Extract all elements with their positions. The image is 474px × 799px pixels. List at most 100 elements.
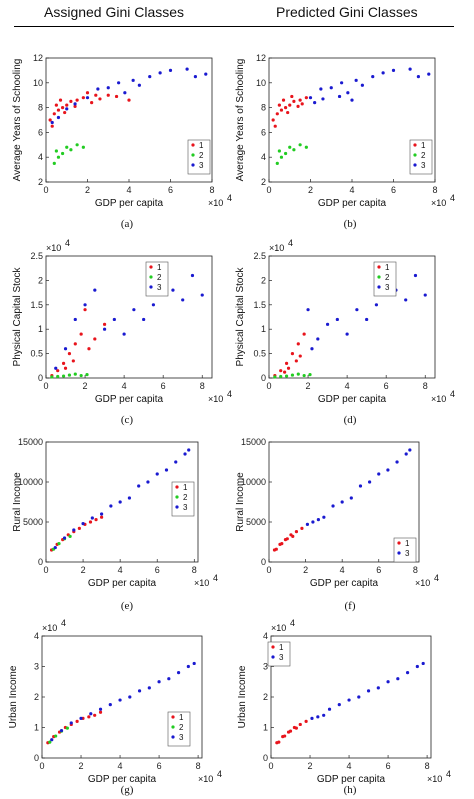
plot-b-point-class-2 bbox=[275, 161, 279, 165]
plot-e-legend-label-2: 2 bbox=[183, 493, 188, 502]
plot-d-point-class-3 bbox=[355, 308, 359, 312]
plot-a-point-class-1 bbox=[85, 91, 90, 95]
plot-e-xtick-label: 0 bbox=[43, 565, 48, 575]
plot-f-x-exponent-power: 4 bbox=[434, 573, 439, 583]
plot-d-point-class-3 bbox=[345, 332, 349, 336]
plot-a-point-class-1 bbox=[52, 112, 56, 116]
plot-d-point-class-1 bbox=[286, 366, 291, 370]
plot-c-point-class-2 bbox=[85, 372, 89, 377]
plot-f-point-class-3 bbox=[368, 480, 372, 484]
plot-f-legend-label-1: 1 bbox=[405, 539, 410, 548]
plot-h-ytick-label: 4 bbox=[263, 631, 268, 641]
plot-d-ytick-label: 1.5 bbox=[253, 300, 266, 310]
plot-g-point-class-3 bbox=[176, 671, 181, 675]
plot-a-legend-marker-1 bbox=[191, 143, 195, 147]
plot-a-xlabel: GDP per capita bbox=[95, 198, 164, 209]
plot-d-ytick-label: 2.5 bbox=[253, 251, 266, 261]
plot-g-point-class-3 bbox=[192, 661, 196, 666]
plot-a-point-class-1 bbox=[54, 103, 58, 107]
plot-c-point-class-2 bbox=[73, 372, 77, 376]
plot-f-point-class-1 bbox=[280, 542, 284, 546]
plot-g-xtick-label: 6 bbox=[157, 761, 162, 771]
plot-d-point-class-2 bbox=[296, 372, 300, 376]
plot-a-point-class-1 bbox=[106, 93, 110, 97]
plot-b-point-class-3 bbox=[340, 81, 344, 85]
plot-b-point-class-2 bbox=[279, 155, 284, 159]
plot-h-xtick-label: 8 bbox=[425, 761, 430, 771]
plot-e-xtick-label: 8 bbox=[192, 565, 197, 575]
plot-d-ylabel: Physical Capital Stock bbox=[235, 267, 246, 367]
plot-e-point-class-3 bbox=[183, 452, 187, 456]
plot-d-point-class-3 bbox=[365, 317, 369, 322]
plot-e-point-class-2 bbox=[68, 534, 72, 539]
plot-d-point-class-3 bbox=[404, 298, 408, 302]
plot-a-ytick-label: 8 bbox=[38, 103, 43, 113]
plot-a-point-class-3 bbox=[56, 115, 61, 120]
plot-b-point-class-1 bbox=[298, 98, 302, 102]
plot-a-point-class-1 bbox=[56, 108, 61, 112]
plot-f-ytick-label: 10000 bbox=[241, 477, 266, 487]
plot-d-point-class-2 bbox=[279, 374, 283, 379]
plot-d-point-class-1 bbox=[298, 354, 302, 358]
plot-g-y-exponent-power: 4 bbox=[61, 618, 66, 628]
plot-b-point-class-1 bbox=[271, 118, 275, 122]
plot-h-point-class-3 bbox=[386, 680, 390, 684]
plot-b-point-class-3 bbox=[313, 101, 317, 105]
plot-h-point-class-1 bbox=[294, 726, 298, 730]
plot-c-ytick-label: 0.5 bbox=[30, 349, 43, 359]
plot-h-xtick-label: 2 bbox=[308, 761, 313, 771]
plot-g-ytick-label: 1 bbox=[34, 723, 39, 733]
plot-b-point-class-3 bbox=[354, 78, 358, 82]
plot-a-point-class-2 bbox=[75, 143, 79, 147]
plot-d-xtick-label: 4 bbox=[345, 381, 350, 391]
plot-a-point-class-3 bbox=[148, 75, 152, 79]
plot-b-point-class-3 bbox=[350, 98, 354, 102]
plot-f-legend-marker-3 bbox=[397, 551, 401, 555]
plot-e-xtick-label: 6 bbox=[155, 565, 160, 575]
plot-d-y-exponent: ×10 bbox=[269, 243, 284, 253]
plot-a-point-class-3 bbox=[73, 102, 77, 106]
plot-g-point-class-2 bbox=[65, 726, 69, 730]
plot-b-point-class-3 bbox=[391, 68, 396, 72]
plot-c-ytick-label: 0 bbox=[38, 373, 43, 383]
plot-b-point-class-3 bbox=[381, 71, 385, 75]
plot-c-legend-marker-1 bbox=[149, 265, 153, 269]
plot-b-point-class-1 bbox=[288, 103, 292, 107]
plot-e-xlabel: GDP per capita bbox=[88, 578, 157, 589]
plot-f-point-class-3 bbox=[386, 468, 390, 472]
plot-b-point-class-1 bbox=[275, 112, 279, 116]
plot-e-ytick-label: 15000 bbox=[18, 437, 43, 447]
plot-b-ytick-label: 10 bbox=[256, 78, 266, 88]
plot-a-xtick-label: 6 bbox=[168, 185, 173, 195]
plot-h-x-exponent: ×10 bbox=[427, 774, 442, 784]
plot-e-ytick-label: 5000 bbox=[23, 517, 43, 527]
plot-d-point-class-1 bbox=[284, 361, 289, 365]
plot-a-ytick-label: 12 bbox=[33, 53, 43, 63]
plot-c-point-class-2 bbox=[50, 375, 54, 379]
plot-c-frame bbox=[45, 255, 213, 379]
plot-c-point-class-2 bbox=[79, 373, 83, 378]
plot-c-point-class-3 bbox=[132, 308, 136, 312]
plot-h-point-class-3 bbox=[357, 695, 361, 699]
plot-c-point-class-1 bbox=[87, 347, 91, 351]
plot-a-point-class-1 bbox=[69, 99, 73, 103]
plot-a-ytick-label: 2 bbox=[38, 177, 43, 187]
plot-e-point-class-3 bbox=[118, 500, 122, 504]
plot-b-point-class-2 bbox=[284, 151, 288, 156]
plot-c-point-class-1 bbox=[63, 366, 68, 370]
plot-a-point-class-1 bbox=[61, 106, 65, 110]
plot-e-point-class-3 bbox=[53, 546, 57, 550]
plot-c-point-class-1 bbox=[93, 337, 97, 341]
plot-d-xtick-label: 2 bbox=[306, 381, 311, 391]
plot-d-ytick-label: 0 bbox=[261, 373, 266, 383]
plot-b-point-class-3 bbox=[416, 75, 420, 79]
plot-d-x-exponent-power: 4 bbox=[450, 389, 455, 399]
plot-a-xtick-label: 4 bbox=[126, 185, 131, 195]
plot-f-point-class-3 bbox=[377, 472, 381, 476]
plot-c-legend-label-2: 2 bbox=[157, 273, 162, 282]
plot-g-point-class-1 bbox=[87, 715, 91, 719]
plot-h-frame bbox=[270, 635, 432, 759]
plot-e-point-class-1 bbox=[94, 518, 98, 522]
plot-d-point-class-2 bbox=[290, 373, 295, 377]
plot-d-ytick-label: 2 bbox=[261, 275, 266, 285]
